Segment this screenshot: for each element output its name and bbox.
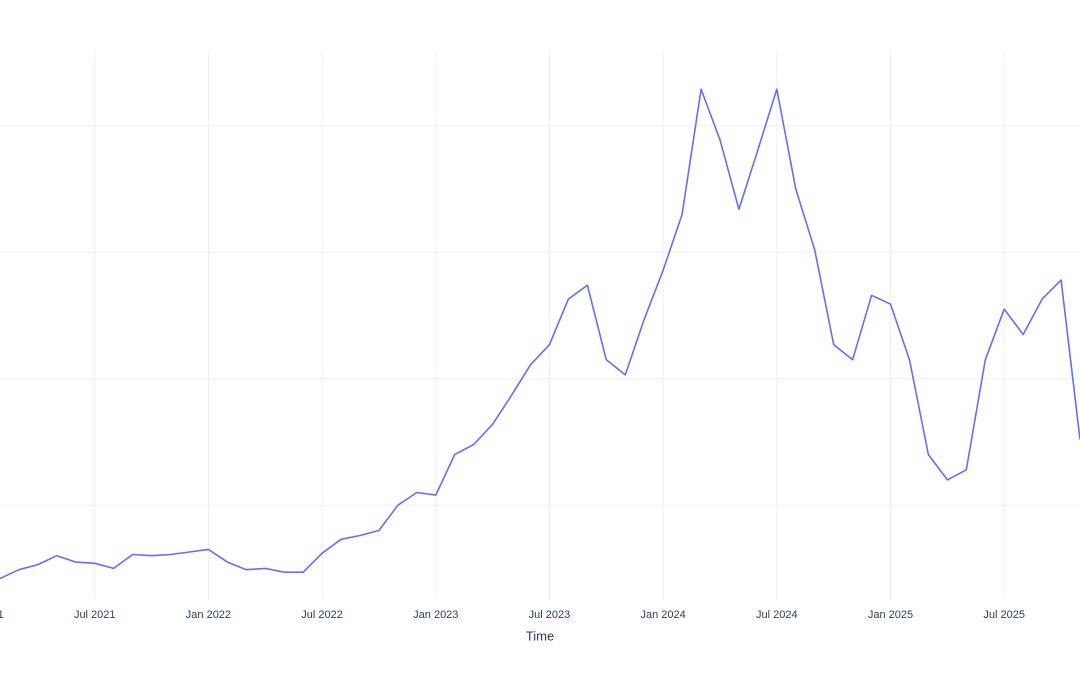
x-tick-label: Jul 2021 bbox=[74, 609, 116, 621]
x-axis-title: Time bbox=[526, 628, 554, 643]
x-tick-label: Jan 2024 bbox=[641, 609, 686, 621]
line bbox=[0, 88, 1080, 580]
x-tick-label: Jan 2025 bbox=[868, 609, 913, 621]
x-tick-label: Jul 2022 bbox=[301, 609, 343, 621]
x-tick-label: Jan 2023 bbox=[413, 609, 458, 621]
x-tick-label: Jan 2022 bbox=[186, 609, 231, 621]
x-tick-label: Jan 2021 bbox=[0, 609, 4, 621]
x-tick-label: Jul 2024 bbox=[756, 609, 798, 621]
x-tick-label: Jul 2023 bbox=[529, 609, 571, 621]
x-tick-label: Jul 2025 bbox=[983, 609, 1025, 621]
